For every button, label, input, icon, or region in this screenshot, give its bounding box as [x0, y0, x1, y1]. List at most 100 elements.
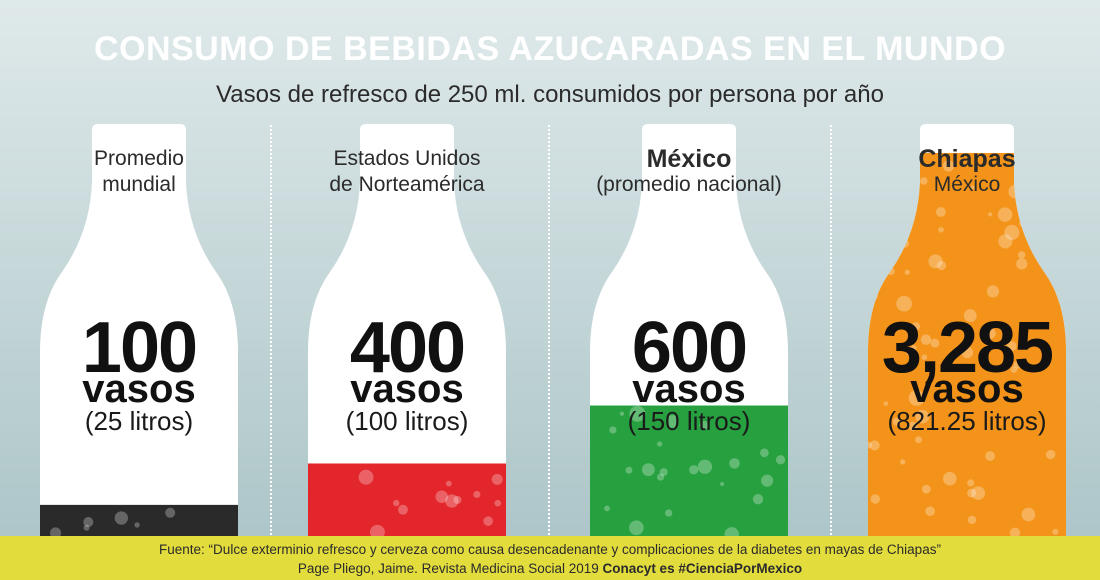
bubble-icon: [609, 426, 617, 434]
source-footer: Fuente: “Dulce exterminio refresco y cer…: [0, 536, 1100, 580]
bubble-icon: [868, 290, 879, 302]
bottle-body: [40, 124, 238, 538]
bubble-icon: [869, 440, 880, 451]
bottle-graphic: [590, 124, 788, 538]
bubble-icon: [970, 185, 975, 190]
liters-value: (150 litros): [627, 406, 751, 436]
bubble-icon: [358, 469, 374, 485]
bubble-icon: [752, 494, 764, 505]
bubble-icon: [473, 490, 481, 499]
panel-label: Estados Unidos de Norteamérica: [272, 146, 542, 198]
bubble-icon: [689, 465, 699, 475]
bubble-icon: [724, 527, 740, 538]
bubble-icon: [868, 441, 872, 449]
bubble-icon: [1006, 341, 1017, 352]
bubble-icon: [943, 471, 957, 486]
bubble-icon: [896, 295, 912, 312]
panel-label-line2: mundial: [102, 173, 176, 196]
bubble-icon: [1019, 220, 1026, 228]
bottle-panel-mexico: México (promedio nacional) 600 vasos (15…: [554, 122, 824, 538]
bubble-icon: [445, 480, 452, 487]
panel-label-line1: Promedio: [94, 147, 184, 170]
panel-label-line1: Estados Unidos: [333, 147, 481, 170]
bubble-icon: [453, 495, 462, 504]
source-author-line: Page Pliego, Jaime. Revista Medicina Soc…: [0, 559, 1100, 578]
bubble-icon: [1013, 361, 1022, 369]
bubble-icon: [967, 488, 977, 498]
bubble-icon: [134, 522, 140, 528]
bubble-icon: [920, 334, 932, 345]
bubble-icon: [435, 490, 449, 504]
bottle-panel-chiapas: Chiapas México 3,285 vasos (821.25 litro…: [832, 122, 1100, 538]
bubble-icon: [938, 226, 944, 233]
bubble-icon: [910, 345, 917, 352]
bubble-icon: [921, 484, 931, 494]
bubble-icon: [50, 527, 62, 538]
bubble-icon: [659, 468, 668, 477]
glass-unit: vasos: [910, 367, 1024, 411]
bubble-icon: [1045, 449, 1056, 460]
panel-label: México (promedio nacional): [554, 146, 824, 198]
bubble-icon: [892, 417, 901, 426]
panel-divider: [270, 125, 272, 535]
bubble-icon: [905, 200, 911, 207]
glass-unit: vasos: [82, 367, 196, 411]
bubble-icon: [729, 458, 740, 469]
bubble-icon: [1051, 279, 1058, 285]
bubble-icon: [494, 499, 502, 507]
bubble-icon: [625, 466, 633, 474]
bubble-icon: [83, 516, 94, 528]
bubble-icon: [988, 212, 993, 217]
bubble-icon: [369, 524, 385, 538]
bubble-icon: [985, 451, 996, 462]
bubble-icon: [915, 436, 923, 444]
bubble-icon: [114, 511, 129, 525]
bubble-icon: [165, 507, 176, 518]
liters-value: (25 litros): [84, 406, 194, 436]
bubble-icon: [1009, 527, 1021, 538]
bubble-icon: [920, 177, 928, 185]
panel-label-line2: (promedio nacional): [596, 173, 782, 196]
bubble-icon: [491, 473, 503, 485]
bubble-icon: [900, 239, 910, 248]
bubble-icon: [483, 516, 493, 526]
bubble-icon: [883, 401, 889, 406]
bubble-icon: [83, 524, 90, 531]
bubble-icon: [775, 455, 786, 465]
source-author: Page Pliego, Jaime. Revista Medicina Soc…: [297, 561, 599, 576]
liters-value: (100 litros): [345, 406, 469, 436]
bubble-icon: [930, 338, 940, 348]
bubble-icon: [1044, 232, 1053, 241]
bubble-icon: [666, 415, 679, 428]
panel-label-line2: México: [933, 173, 1001, 196]
bubble-icon: [997, 207, 1013, 222]
bubble-icon: [928, 254, 943, 269]
glass-count: 100: [81, 308, 198, 388]
bubble-icon: [986, 285, 1000, 298]
bubble-icon: [641, 463, 655, 477]
panel-label: Chiapas México: [832, 146, 1100, 198]
bubble-icon: [445, 494, 459, 508]
bubble-icon: [1021, 507, 1036, 522]
panel-divider: [548, 125, 550, 535]
bubble-icon: [1022, 211, 1036, 225]
bottle-graphic: [308, 124, 506, 538]
bubble-icon: [1016, 258, 1028, 270]
bubble-icon: [967, 515, 977, 525]
bubble-icon: [915, 409, 930, 424]
bubble-icon: [1004, 224, 1020, 241]
bubble-icon: [906, 350, 911, 355]
bottle-graphic: [40, 124, 238, 538]
panel-label-line2: de Norteamérica: [329, 173, 485, 196]
campaign-hashtag: Conacyt es #CienciaPorMexico: [602, 561, 803, 576]
bubble-icon: [629, 520, 644, 536]
liters-value: (821.25 litros): [887, 406, 1047, 436]
glass-unit: vasos: [350, 367, 464, 411]
bubble-icon: [657, 441, 663, 447]
bottle-graphic: [868, 124, 1066, 538]
source-citation: Fuente: “Dulce exterminio refresco y cer…: [159, 542, 941, 557]
bubble-icon: [1010, 366, 1018, 373]
bubble-icon: [656, 473, 665, 481]
bubble-icon: [870, 494, 881, 504]
bubble-icon: [699, 420, 709, 430]
